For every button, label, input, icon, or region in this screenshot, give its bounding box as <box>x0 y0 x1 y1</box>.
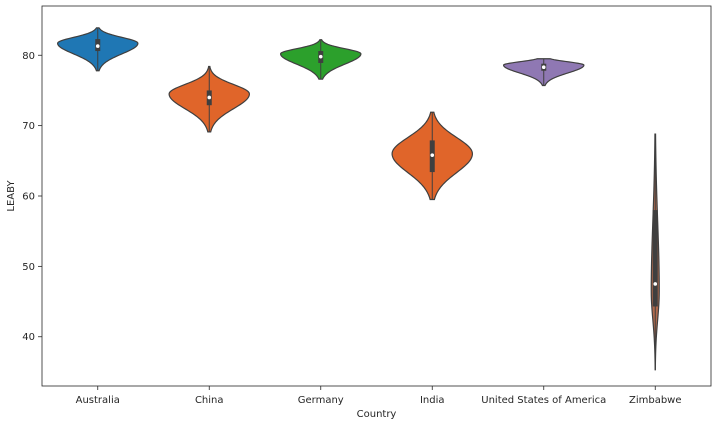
violin-median-point <box>95 44 100 48</box>
violin-median-point <box>653 282 658 286</box>
y-tick-label: 50 <box>22 262 35 273</box>
x-tick-label: China <box>195 395 224 406</box>
violin-median-point <box>207 95 212 100</box>
violin-median-point <box>318 54 323 59</box>
y-tick-label: 40 <box>22 332 35 343</box>
violin-median-point <box>430 153 435 157</box>
x-tick-label: Germany <box>298 395 344 406</box>
plot-area <box>42 6 711 386</box>
y-tick-label: 70 <box>22 121 35 132</box>
x-axis: Australia China Germany India United States … <box>76 386 682 406</box>
x-axis-title: Country <box>357 409 397 420</box>
violin-iqr-box <box>652 210 658 307</box>
x-tick-label: Australia <box>76 395 120 406</box>
violin-median-point <box>541 65 546 70</box>
y-tick-label: 60 <box>22 192 35 203</box>
y-axis-title: LEABY <box>6 180 17 212</box>
y-tick-label: 80 <box>22 51 35 62</box>
violins-layer <box>56 27 660 371</box>
x-tick-label: India <box>420 395 445 406</box>
x-tick-label: United States of America <box>481 395 606 406</box>
y-axis: 40 50 60 70 80 <box>22 51 42 343</box>
x-tick-label: Zimbabwe <box>629 395 682 406</box>
